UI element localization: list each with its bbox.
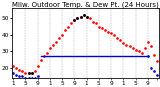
Title: Milw. Outdoor Temp. & Dew Pt. (24 Hours): Milw. Outdoor Temp. & Dew Pt. (24 Hours) [12, 1, 159, 8]
